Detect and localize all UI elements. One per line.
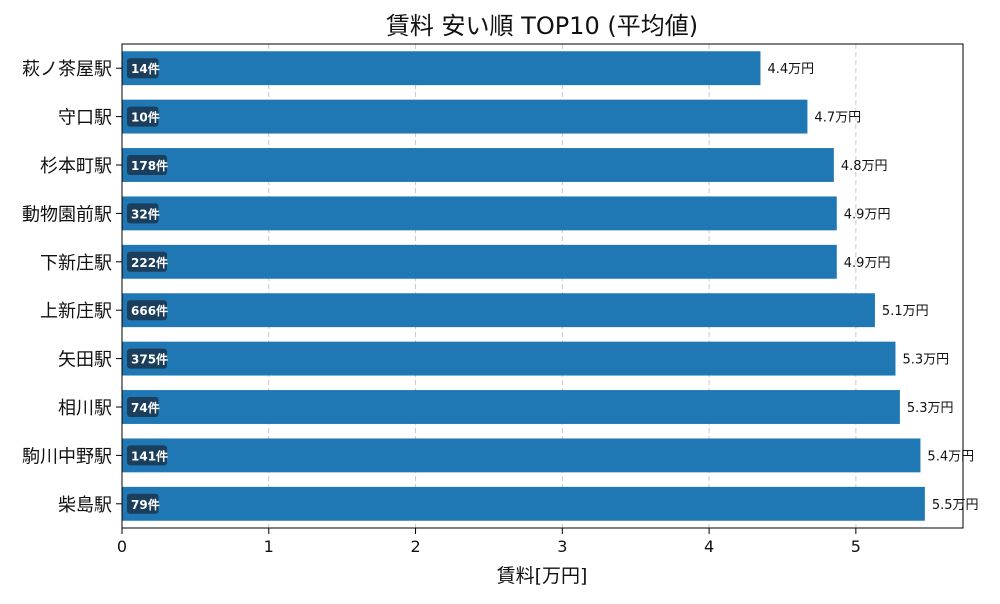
bar	[122, 341, 896, 376]
bar-value-label: 4.9万円	[844, 207, 891, 222]
bar-value-label: 5.3万円	[907, 401, 954, 416]
x-tick-label: 2	[410, 537, 420, 556]
y-tick-label: 駒川中野駅	[22, 446, 112, 467]
bar	[122, 51, 761, 86]
x-tick-label: 0	[117, 537, 127, 556]
bar	[122, 99, 808, 134]
count-badge	[127, 300, 167, 321]
count-badge	[127, 251, 167, 272]
count-badge	[127, 445, 167, 466]
y-tick-label: 柴島駅	[58, 495, 112, 516]
y-tick-label: 萩ノ茶屋駅	[22, 59, 112, 80]
plot-frame	[121, 43, 964, 529]
bar-value-label: 4.7万円	[814, 111, 861, 126]
count-badge	[127, 155, 167, 175]
x-axis-label: 賃料[万円]	[497, 565, 588, 587]
bar-value-label: 5.1万円	[882, 304, 929, 319]
chart-title: 賃料 安い順 TOP10 (平均値)	[386, 12, 698, 40]
x-tick-label: 5	[851, 537, 861, 556]
bar-value-label: 4.9万円	[844, 256, 891, 271]
bar	[122, 438, 921, 473]
count-badge-label: 10件	[131, 110, 160, 125]
count-badge	[127, 58, 159, 79]
bar	[122, 486, 925, 521]
x-tick-label: 4	[704, 537, 714, 556]
count-badge	[127, 397, 159, 417]
y-tick-label: 下新庄駅	[40, 253, 112, 274]
count-badge	[127, 106, 159, 127]
bar-value-label: 5.4万円	[927, 449, 974, 464]
bar-value-label: 4.4万円	[767, 62, 814, 77]
count-badge-label: 79件	[131, 497, 160, 512]
bar-value-label: 4.8万円	[841, 159, 888, 174]
bar-value-label: 5.3万円	[902, 353, 949, 368]
count-badge-label: 141件	[131, 448, 168, 463]
y-tick-label: 動物園前駅	[22, 204, 112, 225]
x-tick-label: 3	[557, 537, 567, 556]
count-badge	[127, 493, 159, 514]
count-badge-label: 74件	[131, 400, 160, 415]
y-tick-label: 相川駅	[58, 398, 112, 419]
count-badge-label: 14件	[131, 61, 160, 76]
count-badge	[127, 203, 159, 224]
bar	[122, 244, 837, 279]
y-tick-label: 矢田駅	[58, 350, 112, 371]
bar	[122, 390, 900, 424]
y-tick-label: 守口駅	[58, 108, 112, 129]
count-badge-label: 666件	[131, 303, 168, 318]
bar-value-label: 5.5万円	[932, 498, 979, 513]
count-badge	[127, 348, 167, 369]
count-badge-label: 222件	[131, 255, 168, 270]
axis-layer: 0 1 2 3 4 5 萩ノ茶屋駅守口駅杉本町駅動物園前駅下新庄駅上新庄駅矢田駅相川駅駒川中…	[22, 59, 861, 556]
bar-layer: 4.4万円 14件 4.7万円 10件 4.8万円 178件 4.9万円 32件 4.9万円 22…	[122, 51, 979, 521]
count-badge-label: 375件	[131, 352, 168, 367]
bar	[122, 196, 837, 231]
x-tick-label: 1	[264, 537, 274, 556]
y-tick-label: 杉本町駅	[40, 156, 112, 177]
bar	[122, 293, 875, 328]
count-badge-label: 178件	[131, 158, 168, 173]
count-badge-label: 32件	[131, 206, 160, 221]
bar	[122, 148, 834, 182]
y-tick-label: 上新庄駅	[40, 301, 112, 322]
